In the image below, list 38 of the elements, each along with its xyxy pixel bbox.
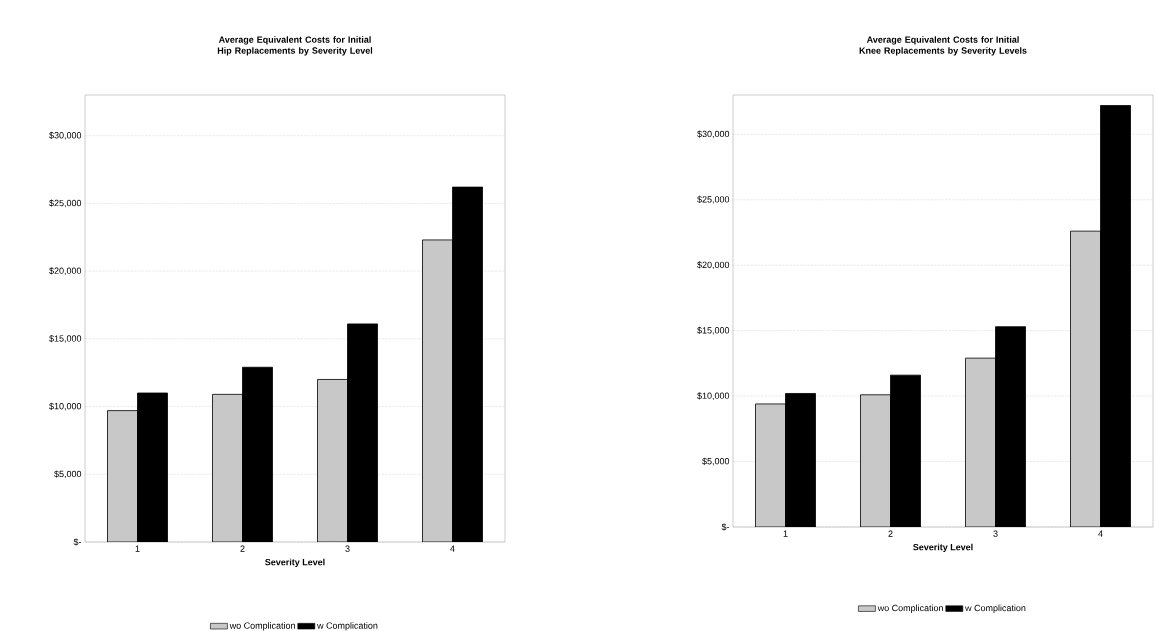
x-tick-label: 4 [1098, 530, 1103, 537]
bar [107, 410, 138, 542]
bar [422, 239, 453, 542]
y-tick-label: $15,000 [49, 334, 82, 343]
bar [755, 403, 786, 527]
y-tick-label: $25,000 [49, 199, 82, 208]
legend-label: w Complication [965, 604, 1026, 613]
bar [212, 393, 243, 542]
x-tick-label: 1 [783, 530, 788, 537]
x-tick-label: 4 [450, 545, 455, 552]
x-tick-label: 3 [345, 545, 350, 552]
bar [1070, 230, 1101, 527]
x-tick-label: 1 [135, 545, 140, 552]
legend-label: w Complication [317, 622, 378, 631]
y-tick-label: $15,000 [697, 326, 730, 335]
y-tick-label: $5,000 [54, 470, 82, 479]
y-tick-label: $5,000 [702, 457, 730, 466]
y-tick-label: $30,000 [697, 130, 730, 139]
y-tick-label: $- [73, 538, 82, 546]
bar [860, 394, 891, 527]
x-axis-title: Severity Level [265, 558, 325, 568]
bar [317, 379, 348, 542]
chart-title: Average Equivalent Costs for Initial Knee Replacements by Severity Levels [859, 36, 1027, 56]
y-tick-label: $10,000 [49, 402, 82, 411]
y-tick-label: $20,000 [697, 261, 730, 270]
y-tick-label: $20,000 [49, 267, 82, 275]
x-tick-label: 2 [888, 530, 893, 537]
x-axis-title: Severity Level [913, 543, 973, 553]
y-tick-label: $- [721, 523, 730, 531]
legend-label: wo Complication [877, 604, 943, 613]
y-tick-label: $30,000 [49, 131, 82, 140]
bar [965, 357, 996, 527]
x-tick-label: 2 [240, 545, 245, 552]
x-tick-label: 3 [993, 530, 998, 537]
y-tick-label: $25,000 [697, 195, 730, 204]
y-tick-label: $10,000 [697, 392, 730, 400]
chart-title: Average Equivalent Costs for Initial Hip Replacements by Severity Level [217, 36, 373, 56]
legend-label: wo Complication [229, 622, 295, 631]
